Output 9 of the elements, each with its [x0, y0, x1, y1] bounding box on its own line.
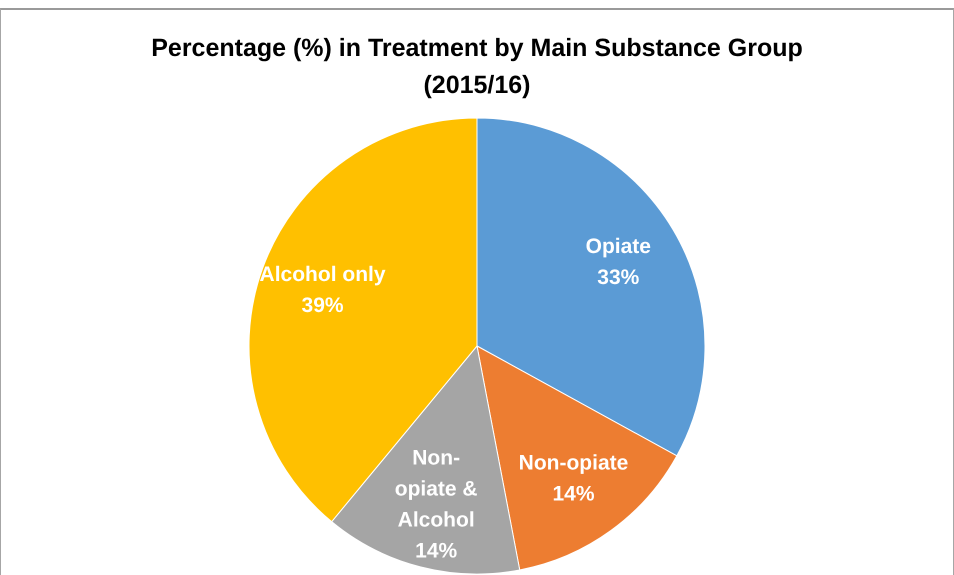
- slice-label: Non-opiate & Alcohol: [394, 446, 478, 532]
- data-label: 33%: [597, 266, 640, 289]
- chart-title: Percentage (%) in Treatment by Main Substance Group (2015/16): [151, 34, 803, 99]
- slice-label: Non-opiate: [518, 451, 628, 474]
- slice-label: Opiate: [586, 234, 651, 258]
- data-label: 39%: [302, 294, 344, 317]
- data-label: 14%: [415, 540, 458, 563]
- data-label: 14%: [552, 482, 595, 506]
- slice-label: Alcohol only: [260, 262, 386, 286]
